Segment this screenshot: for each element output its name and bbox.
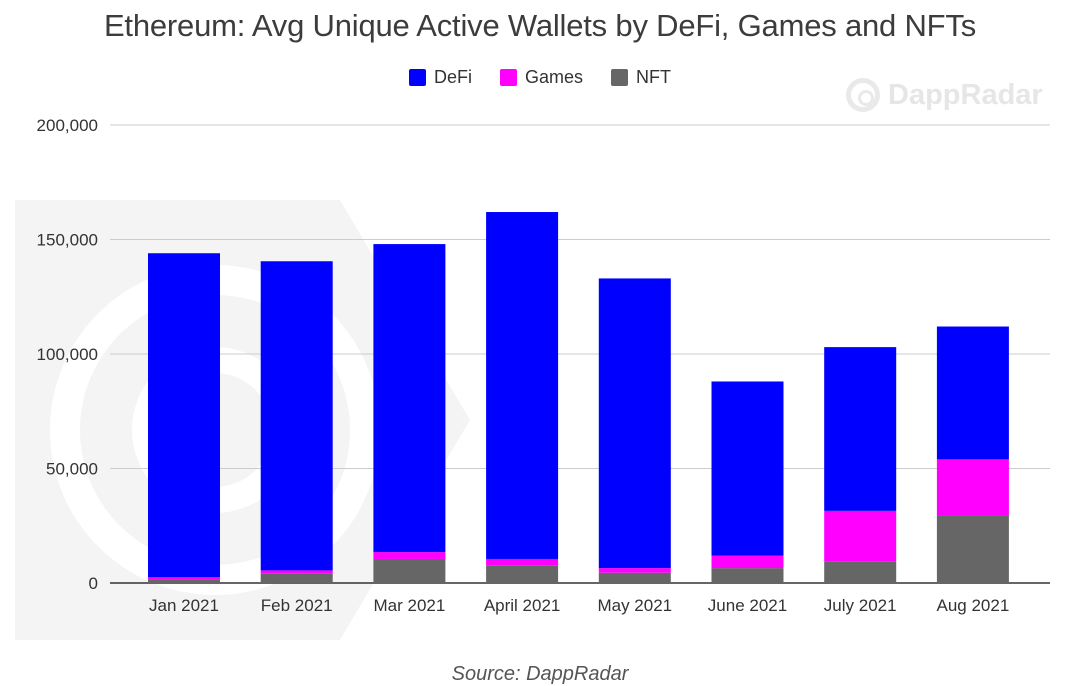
x-axis-tick-labels: Jan 2021 Feb 2021 Mar 2021 April 2021 May 20…	[149, 596, 1009, 615]
bar-stack	[936, 326, 1009, 583]
bar-stack	[824, 347, 897, 583]
bar-defi	[148, 253, 220, 578]
bar-nft	[486, 565, 559, 583]
bar-defi	[260, 261, 333, 571]
source-caption: Source: DappRadar	[451, 663, 629, 685]
bar-nft	[148, 579, 220, 583]
y-axis-tick-labels: 0 50,000 100,000 150,000 200,000	[37, 116, 98, 593]
bar-defi	[598, 278, 671, 569]
bar-games	[936, 459, 1009, 516]
bar-defi	[711, 381, 784, 556]
x-tick-label: July 2021	[824, 596, 897, 615]
watermark-text: DappRadar	[888, 78, 1043, 111]
dappradar-watermark: DappRadar	[846, 78, 1043, 112]
legend-swatch-games	[499, 69, 517, 86]
bar-games	[373, 552, 446, 559]
bar-stack	[260, 261, 333, 583]
x-tick-label: Aug 2021	[937, 596, 1010, 615]
bar-games	[148, 577, 220, 580]
x-tick-label: Feb 2021	[261, 596, 333, 615]
y-tick-label: 200,000	[37, 116, 98, 135]
legend-swatch-nft	[611, 69, 629, 86]
bar-stack	[486, 212, 559, 583]
bar-nft	[936, 515, 1009, 583]
bar-stack	[373, 244, 446, 583]
dappradar-logo-icon	[846, 78, 880, 112]
legend-label-nft: NFT	[636, 67, 672, 87]
y-tick-label: 100,000	[37, 345, 98, 364]
legend-label-games: Games	[524, 67, 584, 87]
chart-legend: DeFi Games NFT	[0, 67, 1080, 88]
x-tick-label: Jan 2021	[149, 596, 219, 615]
bar-defi	[824, 347, 897, 511]
bar-games	[260, 570, 333, 574]
x-tick-label: May 2021	[597, 596, 672, 615]
bar-nft	[711, 568, 784, 583]
chart-title: Ethereum: Avg Unique Active Wallets by D…	[103, 8, 977, 43]
bar-nft	[260, 573, 333, 583]
y-tick-label: 150,000	[37, 231, 98, 250]
x-tick-label: Mar 2021	[373, 596, 445, 615]
bar-nft	[373, 558, 446, 583]
bar-defi	[486, 212, 559, 559]
bar-games	[824, 510, 897, 562]
bar-nft	[598, 572, 671, 583]
legend-item-defi: DeFi	[408, 67, 472, 88]
bar-games	[598, 568, 671, 573]
bar-defi	[373, 244, 446, 553]
x-tick-label: June 2021	[708, 596, 787, 615]
legend-label-defi: DeFi	[433, 67, 472, 87]
bar-games	[711, 555, 784, 569]
legend-item-games: Games	[499, 67, 584, 88]
bar-defi	[936, 326, 1009, 460]
bar-stack	[148, 253, 220, 583]
legend-item-nft: NFT	[611, 67, 671, 88]
y-tick-label: 0	[89, 574, 98, 593]
bar-nft	[824, 561, 897, 583]
x-tick-label: April 2021	[484, 596, 561, 615]
y-tick-label: 50,000	[46, 460, 98, 479]
bar-games	[486, 558, 559, 566]
legend-swatch-defi	[408, 69, 426, 86]
bars	[148, 212, 1009, 583]
stacked-bar-chart: 0 50,000 100,000 150,000 200,000 Jan 2021 Feb…	[15, 116, 1050, 640]
bar-stack	[711, 381, 784, 583]
bar-stack	[598, 278, 671, 583]
